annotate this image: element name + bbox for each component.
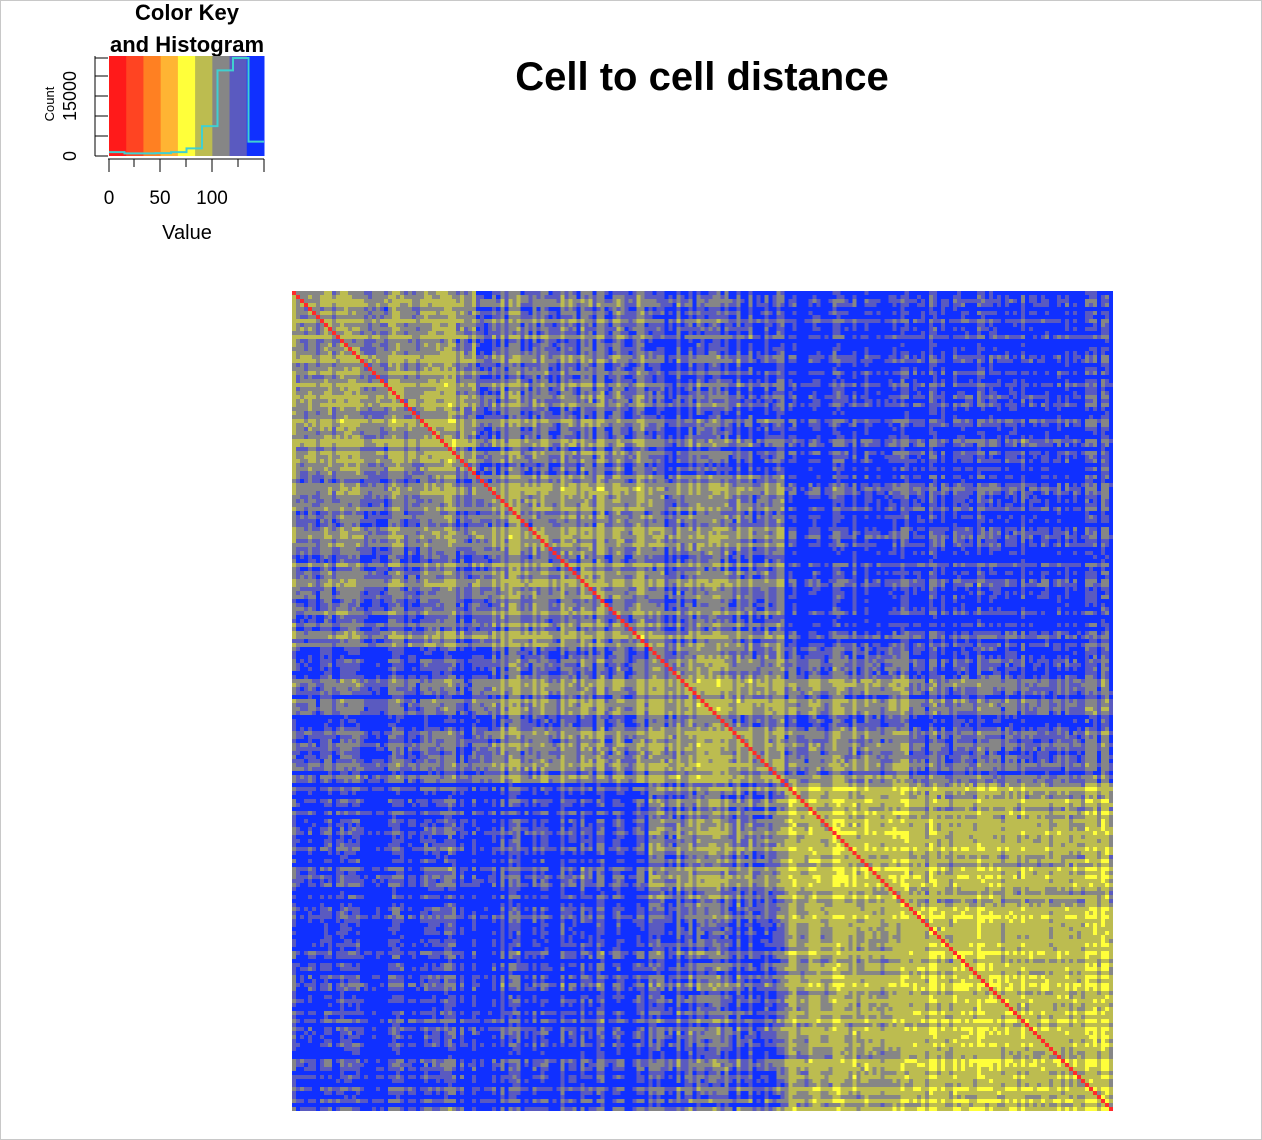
color-key-band	[126, 56, 144, 156]
color-key-band	[229, 56, 248, 156]
chart-title: Cell to cell distance	[515, 55, 888, 99]
color-key-histogram	[109, 57, 264, 155]
color-key-band	[109, 56, 127, 156]
key-x-tick-0: 0	[104, 188, 115, 209]
color-key-band	[143, 56, 162, 156]
color-key-bands	[109, 56, 265, 156]
key-x-label: Value	[162, 222, 212, 244]
key-y-tick-15000: 15000	[60, 71, 80, 121]
key-y-ticks	[95, 57, 108, 157]
color-key-band	[246, 56, 265, 156]
key-y-tick-0: 0	[60, 151, 80, 161]
color-key-band	[195, 56, 213, 156]
color-key-band	[160, 56, 179, 156]
heatmap-matrix	[292, 291, 1113, 1111]
key-x-ticks	[108, 159, 265, 172]
color-key-title-line1: Color Key	[135, 0, 240, 25]
key-x-tick-50: 50	[149, 188, 170, 209]
color-key-band	[177, 56, 196, 156]
key-y-label: Count	[42, 86, 57, 121]
key-x-tick-100: 100	[196, 188, 228, 209]
color-key-title-line2: and Histogram	[110, 32, 264, 57]
